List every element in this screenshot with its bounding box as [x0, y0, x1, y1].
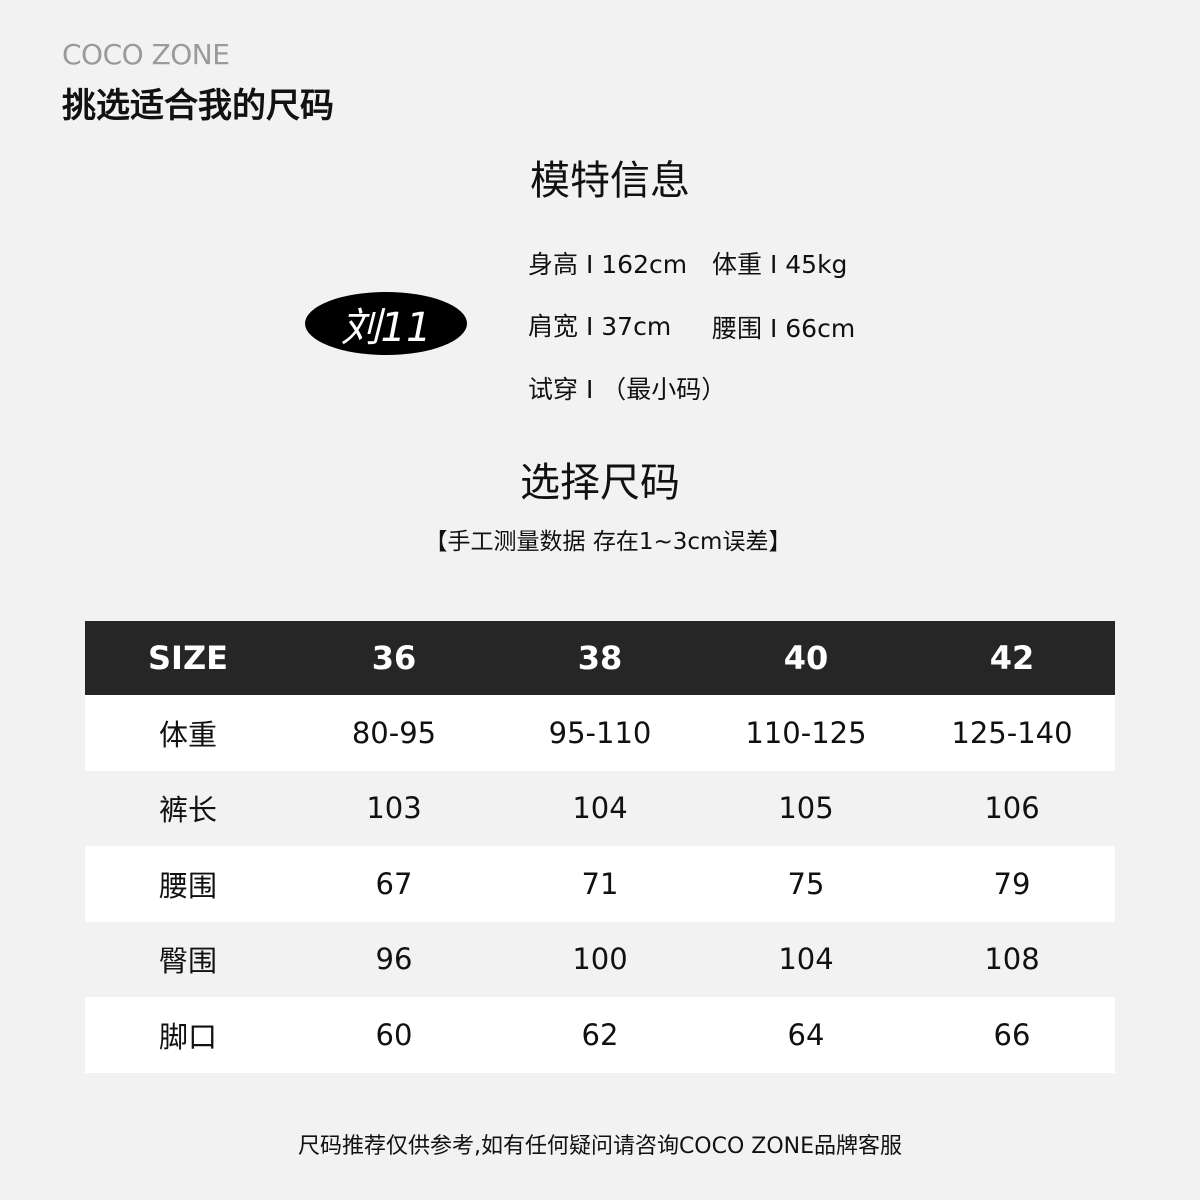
- brand-name: COCO ZONE: [62, 38, 230, 71]
- model-tryon-size: 试穿 I （最小码）: [528, 375, 727, 404]
- page-title: 挑选适合我的尺码: [62, 86, 334, 126]
- table-cell: 103: [291, 770, 497, 846]
- table-cell: 60: [291, 997, 497, 1073]
- footer-disclaimer: 尺码推荐仅供参考,如有任何疑问请咨询COCO ZONE品牌客服: [297, 1134, 903, 1159]
- table-cell: 106: [909, 770, 1115, 846]
- table-row: 裤长 103 104 105 106: [85, 770, 1115, 846]
- row-label: 脚口: [85, 997, 291, 1073]
- table-cell: 95-110: [497, 695, 703, 771]
- table-cell: 125-140: [909, 695, 1115, 771]
- table-cell: 96: [291, 921, 497, 997]
- model-shoulder: 肩宽 I 37cm: [528, 312, 672, 341]
- table-cell: 105: [703, 770, 909, 846]
- model-name-badge: 刘11: [305, 292, 467, 355]
- row-label: 腰围: [85, 846, 291, 922]
- table-cell: 66: [909, 997, 1115, 1073]
- header-cell: SIZE: [85, 621, 291, 695]
- row-label: 臀围: [85, 921, 291, 997]
- header-cell: 40: [703, 621, 909, 695]
- size-table: SIZE 36 38 40 42 体重 80-95 95-110 110-125 125…: [85, 621, 1115, 1073]
- row-label: 裤长: [85, 770, 291, 846]
- table-cell: 80-95: [291, 695, 497, 771]
- table-cell: 71: [497, 846, 703, 922]
- header-cell: 42: [909, 621, 1115, 695]
- table-cell: 110-125: [703, 695, 909, 771]
- table-row: 脚口 60 62 64 66: [85, 997, 1115, 1073]
- model-height: 身高 I 162cm: [528, 250, 688, 279]
- table-cell: 108: [909, 921, 1115, 997]
- model-weight: 体重 I 45kg: [712, 250, 848, 279]
- table-cell: 75: [703, 846, 909, 922]
- size-section-title: 选择尺码: [520, 460, 680, 506]
- model-info-title: 模特信息: [530, 158, 690, 204]
- measurement-note: 【手工测量数据 存在1~3cm误差】: [424, 529, 792, 555]
- table-cell: 62: [497, 997, 703, 1073]
- table-row: 腰围 67 71 75 79: [85, 846, 1115, 922]
- table-cell: 100: [497, 921, 703, 997]
- model-waist: 腰围 I 66cm: [712, 314, 856, 343]
- table-cell: 79: [909, 846, 1115, 922]
- table-row: 体重 80-95 95-110 110-125 125-140: [85, 695, 1115, 771]
- table-cell: 64: [703, 997, 909, 1073]
- header-cell: 38: [497, 621, 703, 695]
- table-cell: 104: [703, 921, 909, 997]
- table-cell: 67: [291, 846, 497, 922]
- row-label: 体重: [85, 695, 291, 771]
- header-cell: 36: [291, 621, 497, 695]
- table-row: 臀围 96 100 104 108: [85, 921, 1115, 997]
- size-table-header: SIZE 36 38 40 42: [85, 621, 1115, 695]
- table-cell: 104: [497, 770, 703, 846]
